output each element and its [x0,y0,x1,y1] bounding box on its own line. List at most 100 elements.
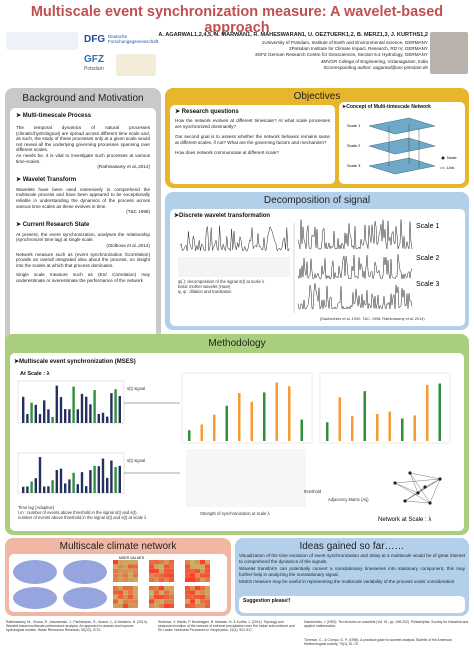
reference: Daubechies, I. (1992). Ten lectures on w… [304,620,469,629]
matrix-cell [205,599,210,604]
method-notes: Time lag (Adaptive) l,m : number of even… [18,505,188,520]
matrix-cell [195,590,200,595]
layer [368,157,436,175]
event-bar [351,416,354,441]
matrix-cell [190,599,195,604]
matrix-cell [205,586,210,591]
adjacency-label: Adjacency Matrix (Aij) [328,497,369,502]
matrix-cell [128,586,133,591]
matrix-cell [133,573,138,578]
scale-label: Scale 1 [347,123,361,128]
matrix-cell [195,603,200,608]
matrix-cell [195,560,200,565]
signal-label: s(t) signal [127,386,146,391]
heading-text: Multi-timescale Process [22,113,92,119]
matrix-cell [205,560,210,565]
matrix-cell [149,594,154,600]
matrix-cell [128,603,133,608]
signal-line [179,225,290,252]
signal-bar [106,416,109,423]
matrix-cell [154,603,159,608]
objectives-panel: Objectives ➤ Research questions How the … [165,88,469,188]
matrix-cell [123,603,128,608]
section-heading: ➤Discrete wavelet transformation [174,213,271,219]
signal-bar [59,468,63,493]
matrix-cell [118,560,123,565]
matrix-cell [118,573,123,578]
heading-text: Wavelet Transform [22,176,77,183]
scale-label: Scale 3 [416,281,440,288]
matrix-cell [123,590,128,595]
legend-label: Link [447,165,454,170]
matrix-cell [113,573,118,578]
poster-title: Multiscale event synchronization measure… [30,4,444,36]
event-bar [300,419,303,441]
signal-bar [34,404,37,423]
matrix-cell [128,568,133,574]
signal-bar [80,472,84,493]
panel-title: Methodology [208,338,266,349]
affiliation: 2Potsdam Institute for Climate Impact, R… [289,46,428,52]
note: ψ(.): decomposition of the signal s(t) a… [178,279,265,284]
matrix-cell [195,586,200,591]
matrix-cell [128,577,133,582]
matrix-cell [190,577,195,582]
matrix-cell [169,573,174,578]
layer [368,137,436,155]
matrix-cell [133,590,138,595]
signal-bar [51,416,54,423]
network-node [428,501,432,505]
signal-bar [38,414,42,423]
matrix-cell [200,573,205,578]
section-heading: ➤ Wavelet Transform [16,176,77,183]
signal-bar [106,477,109,493]
signal-bar [22,486,25,493]
matrix-cell [164,594,169,600]
matrix-cell [128,590,133,595]
matrix-cell [200,568,205,574]
matrix-cell [118,568,123,574]
matrix-cell [133,603,138,608]
paragraph: Network measure such as (event synchroni… [16,251,150,268]
matrix-cell [154,577,159,582]
matrix-cell [159,577,164,582]
matrix-cell [195,594,200,600]
network-link [409,472,431,504]
matrix-cell [154,560,159,565]
panel-title: Ideas gained so far…… [299,541,405,552]
matrix-cell [149,564,154,569]
signal-bar [110,393,113,423]
matrix-cell [128,560,133,565]
matrix-cell [118,590,123,595]
event-bar [388,411,391,441]
matrix-cell [133,577,138,582]
matrix-cell [113,568,118,574]
paragraph: The temporal dynamics of natural process… [16,125,150,153]
signal-bar [89,404,92,423]
matrix-cell [185,564,190,569]
signal-line [297,219,413,250]
matrix-cell [149,568,154,574]
event-frame [181,372,313,444]
signal-bar [76,484,79,493]
bullet: Visualization of the time evolution of e… [239,553,465,564]
matrix-cell [205,594,210,600]
map [63,587,107,609]
matrix-cell [195,564,200,569]
signal-bar [76,409,79,423]
event-bar [401,418,404,441]
methodology-box: ➤Multiscale event synchronization (MSES)… [10,353,464,531]
matrix-cell [154,586,159,591]
network-link [429,478,441,504]
event-bar [200,424,203,441]
matrix-cell [113,577,118,582]
scale-label: At Scale : λ [20,371,50,377]
network-link [404,486,426,502]
matrix-cell [190,590,195,595]
author-photo [430,32,468,74]
network-link [409,472,419,494]
matrix-cell [185,577,190,582]
matrix-cell [169,586,174,591]
matrix-cell [164,586,169,591]
signal-bar [43,486,46,493]
